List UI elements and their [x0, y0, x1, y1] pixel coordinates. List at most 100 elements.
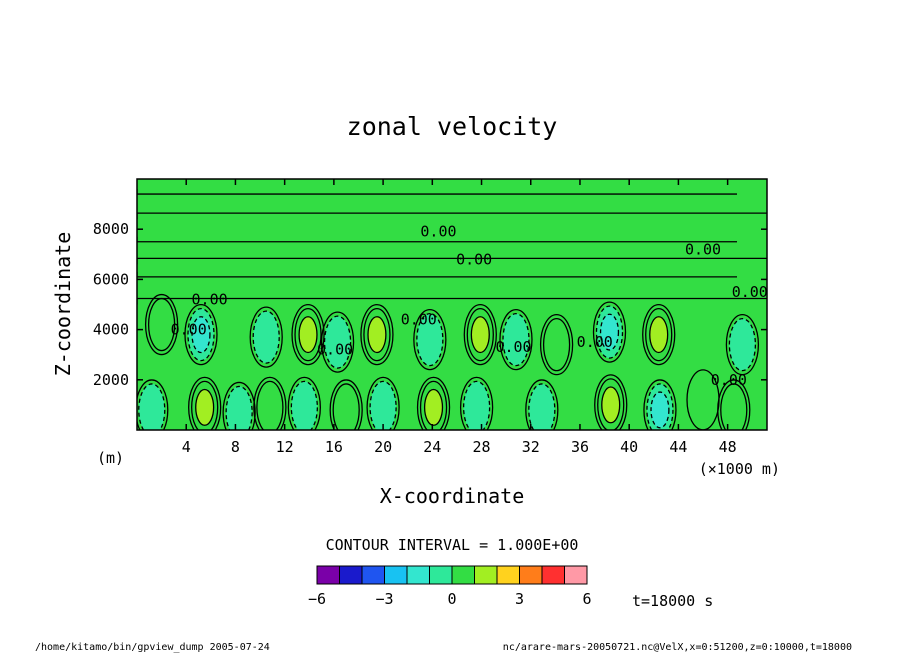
contour-line: [137, 271, 737, 278]
zero-contour: [539, 314, 574, 376]
footer-left: /home/kitamo/bin/gpview_dump 2005-07-24: [35, 642, 270, 653]
colorbar-swatch: [564, 565, 588, 585]
zero-contour: [416, 376, 451, 430]
plot-area: 0.000.000.000.000.000.000.000.00 0.000.00…: [136, 178, 768, 431]
x-tick-label: 24: [423, 438, 441, 456]
x-tick-label: 4: [182, 438, 191, 456]
x-tick-label: 16: [325, 438, 343, 456]
anomaly-level: [599, 313, 620, 351]
contour-line: [137, 212, 767, 220]
anomaly-level: [416, 312, 444, 367]
colorbar-swatch: [474, 565, 498, 585]
zero-contour: [144, 293, 179, 356]
zero-contour: [643, 379, 677, 430]
x-tick-label: 36: [571, 438, 589, 456]
contour-label: 0.00: [711, 371, 747, 389]
anomaly-level: [601, 386, 621, 424]
zero-contour: [499, 308, 533, 371]
colorbar-swatch: [339, 565, 363, 585]
zero-contour: [249, 306, 283, 368]
contour-label: 0.00: [732, 283, 768, 301]
colorbar-swatch: [361, 565, 385, 585]
plot-border: [136, 178, 768, 431]
zero-contour: [592, 301, 627, 363]
zero-contour: [329, 379, 363, 430]
x-tick-label: 48: [719, 438, 737, 456]
colorbar-swatch: [406, 565, 430, 585]
x-unit-right: (×1000 m): [699, 460, 780, 478]
x-tick-label: 8: [231, 438, 240, 456]
zero-contour: [463, 303, 497, 366]
contour-label: 0.00: [495, 338, 531, 356]
y-tick-label: 2000: [93, 371, 129, 389]
anomaly-level: [191, 316, 211, 354]
zero-contour: [287, 376, 321, 430]
colorbar-tick-label: 6: [582, 590, 591, 608]
colorbar-tick-label: 3: [515, 590, 524, 608]
y-tick-label: 6000: [93, 270, 129, 288]
anomaly-level: [720, 383, 748, 430]
anomaly-level: [423, 388, 444, 426]
anomaly-level: [256, 380, 284, 430]
zero-contour: [137, 379, 169, 430]
anomaly-level: [502, 312, 530, 367]
anomaly-level: [332, 383, 360, 430]
y-tick-label: 4000: [93, 321, 129, 339]
anomaly-level: [323, 315, 352, 369]
zero-contour: [366, 376, 400, 430]
contour-label: 0.00: [192, 291, 228, 309]
colorbar-swatch: [451, 565, 475, 585]
zero-contour: [725, 314, 760, 376]
anomaly-level: [225, 385, 253, 430]
colorbar-swatch: [519, 565, 543, 585]
zero-contour: [184, 303, 218, 366]
anomaly-level: [470, 316, 490, 354]
contour-label: 0.00: [577, 333, 613, 351]
anomaly-level: [367, 316, 387, 354]
contour-line: [137, 297, 767, 305]
zero-contour: [291, 303, 325, 366]
contour-line: [137, 236, 737, 243]
anomaly-level: [195, 388, 215, 426]
zero-contour: [222, 381, 256, 430]
zero-contour: [459, 376, 494, 430]
anomaly-level: [298, 316, 318, 354]
zero-contour: [253, 376, 287, 430]
contour-label: 0.00: [317, 341, 353, 359]
contour-label: 0.00: [685, 240, 721, 258]
anomaly-level: [542, 318, 571, 372]
contour-label: 0.00: [401, 311, 437, 329]
colorbar: [316, 565, 588, 585]
contour-label: 0.00: [171, 321, 207, 339]
x-tick-label: 40: [620, 438, 638, 456]
anomaly-level: [369, 380, 397, 430]
zero-contour: [594, 374, 628, 430]
time-label: t=18000 s: [632, 592, 713, 610]
anomaly-level: [649, 316, 669, 354]
contour-label: 0.00: [420, 223, 456, 241]
zero-contour: [642, 303, 676, 366]
anomaly-level: [462, 380, 491, 430]
x-tick-label: 20: [374, 438, 392, 456]
contour-interval-label: CONTOUR INTERVAL = 1.000E+00: [326, 536, 579, 554]
colorbar-tick-label: −6: [308, 590, 326, 608]
chart-title: zonal velocity: [347, 112, 558, 141]
footer-right: nc/arare-mars-20050721.nc@VelX,x=0:51200…: [503, 642, 852, 653]
x-tick-label: 32: [522, 438, 540, 456]
y-axis-label: Z-coordinate: [51, 232, 75, 377]
colorbar-swatch: [496, 565, 520, 585]
contour-label: 0.00: [456, 250, 492, 268]
colorbar-swatch: [541, 565, 565, 585]
x-axis-label: X-coordinate: [380, 484, 525, 508]
anomaly-level: [528, 383, 556, 430]
colorbar-tick-label: −3: [375, 590, 393, 608]
anomaly-level: [650, 391, 670, 429]
zero-contour: [413, 308, 447, 371]
zero-contour: [320, 311, 355, 373]
x-tick-label: 28: [473, 438, 491, 456]
zero-contour: [525, 379, 559, 430]
x-unit-left: (m): [97, 449, 124, 467]
anomaly-level: [138, 383, 166, 430]
contour-line: [137, 189, 737, 195]
